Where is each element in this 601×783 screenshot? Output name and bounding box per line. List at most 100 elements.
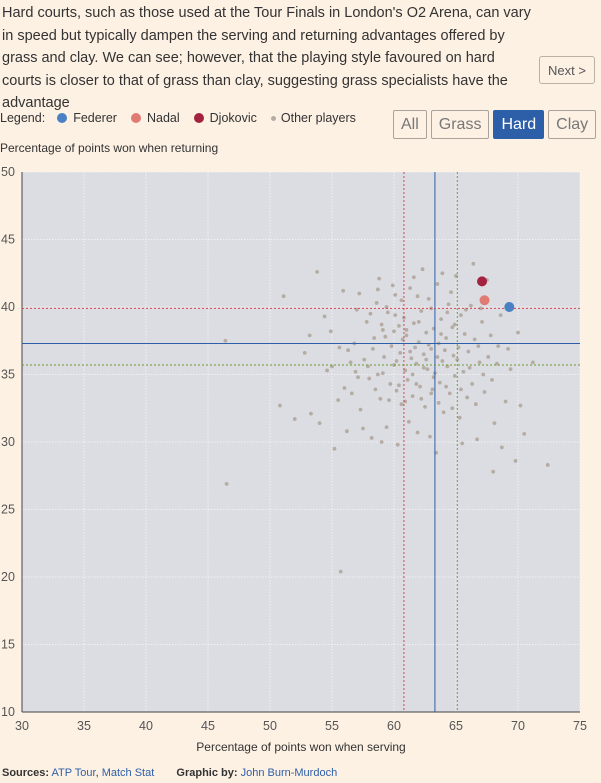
other-player-point (387, 398, 391, 403)
legend-label-djokovic: Djokovic (209, 111, 257, 125)
other-player-point (307, 333, 312, 338)
other-player-point (348, 360, 353, 365)
other-player-point (395, 442, 400, 447)
other-player-point (429, 391, 434, 396)
graphic-label: Graphic by: (176, 767, 238, 779)
tab-clay[interactable]: Clay (548, 110, 597, 139)
y-tick-label: 35 (1, 368, 15, 382)
intro-text: Hard courts, such as those used at the T… (2, 5, 531, 111)
x-tick-label: 30 (15, 719, 29, 733)
legend-item-federer: Federer (57, 111, 117, 125)
other-player-point (389, 344, 394, 349)
x-tick-label: 65 (449, 719, 463, 733)
y-tick-label: 50 (1, 165, 15, 179)
other-player-point (436, 400, 441, 405)
other-player-point (408, 286, 413, 290)
other-player-point (491, 469, 496, 474)
other-player-point (441, 410, 446, 415)
other-player-point (337, 345, 342, 350)
other-player-point (468, 303, 473, 308)
other-player-point (421, 352, 426, 357)
y-tick-label: 30 (1, 435, 15, 449)
other-player-point (393, 313, 398, 317)
other-player-point (486, 355, 491, 359)
other-player-point (470, 382, 475, 386)
other-player-point (478, 306, 483, 311)
other-player-point (397, 383, 401, 388)
other-player-point (309, 411, 313, 416)
other-player-point (490, 378, 494, 382)
other-player-point (477, 360, 482, 365)
other-player-point (481, 372, 486, 377)
other-player-point (281, 294, 286, 299)
federer-point (504, 302, 515, 312)
other-player-point (418, 384, 422, 389)
tab-hard[interactable]: Hard (493, 110, 545, 139)
other-player-point (408, 349, 413, 354)
legend-item-other: Other players (270, 111, 356, 125)
other-player-point (416, 319, 421, 324)
other-player-point (332, 446, 337, 451)
other-player-point (394, 359, 399, 363)
other-player-point (475, 437, 479, 442)
other-player-point (518, 403, 523, 408)
other-player-point (447, 391, 452, 396)
other-player-point (410, 394, 415, 398)
other-player-point (292, 417, 297, 421)
other-player-point (482, 390, 487, 394)
other-player-point (349, 391, 354, 396)
other-player-point (498, 313, 503, 317)
other-player-point (467, 365, 472, 370)
other-player-point (405, 378, 410, 382)
other-player-point (440, 359, 445, 363)
other-player-point (450, 406, 455, 411)
other-player-point (392, 329, 396, 334)
other-player-point (471, 261, 476, 266)
y-tick-label: 15 (1, 638, 15, 652)
other-player-point (317, 421, 322, 425)
other-player-point (404, 328, 409, 332)
other-player-point (439, 332, 444, 336)
y-tick-label: 25 (1, 503, 15, 517)
nadal-point (479, 295, 490, 306)
footer: Sources: ATP Tour, Match Stat Graphic by… (2, 767, 337, 779)
other-player-point (465, 395, 470, 400)
other-player-point (357, 291, 362, 296)
other-player-point (410, 372, 415, 377)
x-tick-label: 45 (201, 719, 215, 733)
other-player-point (466, 349, 471, 354)
other-player-point (353, 369, 358, 374)
other-player-point (378, 396, 383, 401)
legend: Legend: Federer Nadal Djokovic Other pla… (0, 110, 370, 126)
other-player-point (384, 425, 389, 430)
other-player-point (411, 275, 416, 280)
other-player-point (399, 298, 404, 303)
other-player-point (462, 332, 467, 336)
other-player-point (428, 434, 432, 439)
source-atp-link[interactable]: ATP Tour (51, 767, 96, 779)
author-link[interactable]: John Burn-Murdoch (240, 767, 338, 779)
other-player-point (419, 396, 424, 401)
djokovic-swatch (193, 113, 204, 123)
other-player-point (508, 367, 513, 371)
other-player-point (449, 290, 453, 295)
next-button[interactable]: Next > (539, 56, 595, 84)
other-player-point (399, 402, 404, 407)
other-player-point (419, 309, 424, 313)
other-player-point (375, 372, 380, 377)
other-player-point (421, 365, 426, 370)
other-player-point (341, 288, 346, 293)
other-player-point (420, 267, 425, 272)
other-player-point (444, 336, 448, 340)
other-player-point (404, 333, 409, 338)
other-player-point (451, 353, 456, 358)
tab-grass[interactable]: Grass (430, 110, 490, 139)
other-player-point (429, 346, 434, 351)
other-player-point (328, 329, 333, 334)
other-player-point (452, 322, 457, 327)
other-player-point (506, 346, 510, 351)
source-matchstat-link[interactable]: Match Stat (101, 767, 155, 779)
other-player-point (322, 314, 327, 319)
djokovic-point (477, 276, 488, 287)
tab-all[interactable]: All (393, 110, 427, 139)
